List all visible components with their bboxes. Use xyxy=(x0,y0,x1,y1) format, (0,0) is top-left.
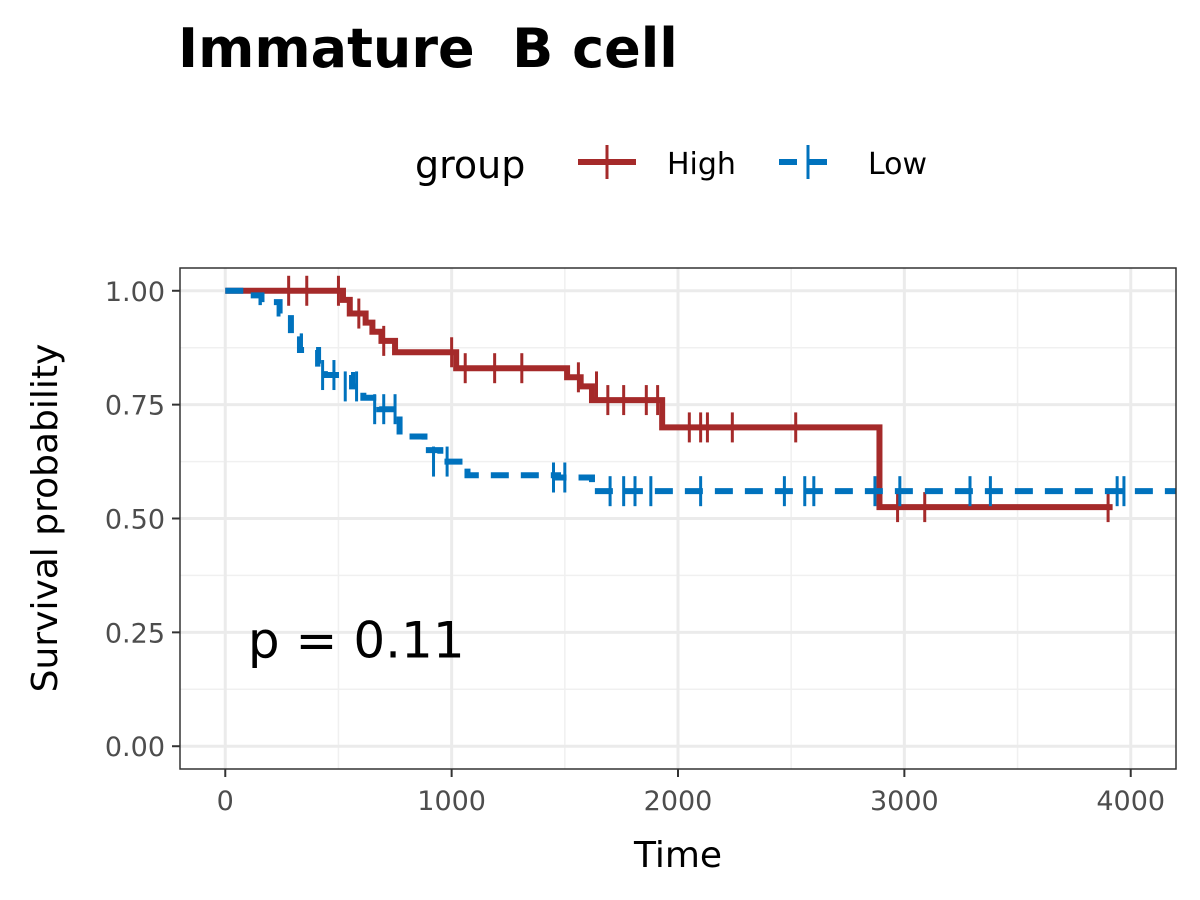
x-tick-label: 1000 xyxy=(417,786,486,817)
y-tick-label: 1.00 xyxy=(105,277,165,308)
axes: 0 1000 2000 3000 4000 0.00 0.25 0.50 0.75 1.00 xyxy=(105,277,1165,817)
x-axis-title: Time xyxy=(633,835,722,876)
gridlines xyxy=(180,268,1176,769)
survival-curve-high xyxy=(225,287,1113,511)
legend-label-low: Low xyxy=(868,147,927,182)
p-value-annotation: p = 0.11 xyxy=(248,611,465,669)
y-axis-title: Survival probability xyxy=(25,344,66,693)
legend-label-high: High xyxy=(667,147,736,182)
x-tick-label: 3000 xyxy=(870,786,939,817)
legend-key-low xyxy=(779,145,837,179)
survival-curve-low xyxy=(225,287,1176,495)
x-tick-label: 4000 xyxy=(1096,786,1165,817)
y-tick-label: 0.50 xyxy=(105,505,165,536)
legend-title: group xyxy=(415,143,525,187)
y-tick-label: 0.25 xyxy=(105,618,165,649)
y-tick-label: 0.75 xyxy=(105,391,165,422)
y-tick-label: 0.00 xyxy=(105,732,165,763)
series-layer xyxy=(225,275,1176,523)
legend: group High Low xyxy=(415,143,927,187)
chart-title: Immature B cell xyxy=(178,17,678,80)
legend-key-high xyxy=(578,145,636,179)
x-tick-label: 2000 xyxy=(644,786,713,817)
x-tick-label: 0 xyxy=(217,786,234,817)
